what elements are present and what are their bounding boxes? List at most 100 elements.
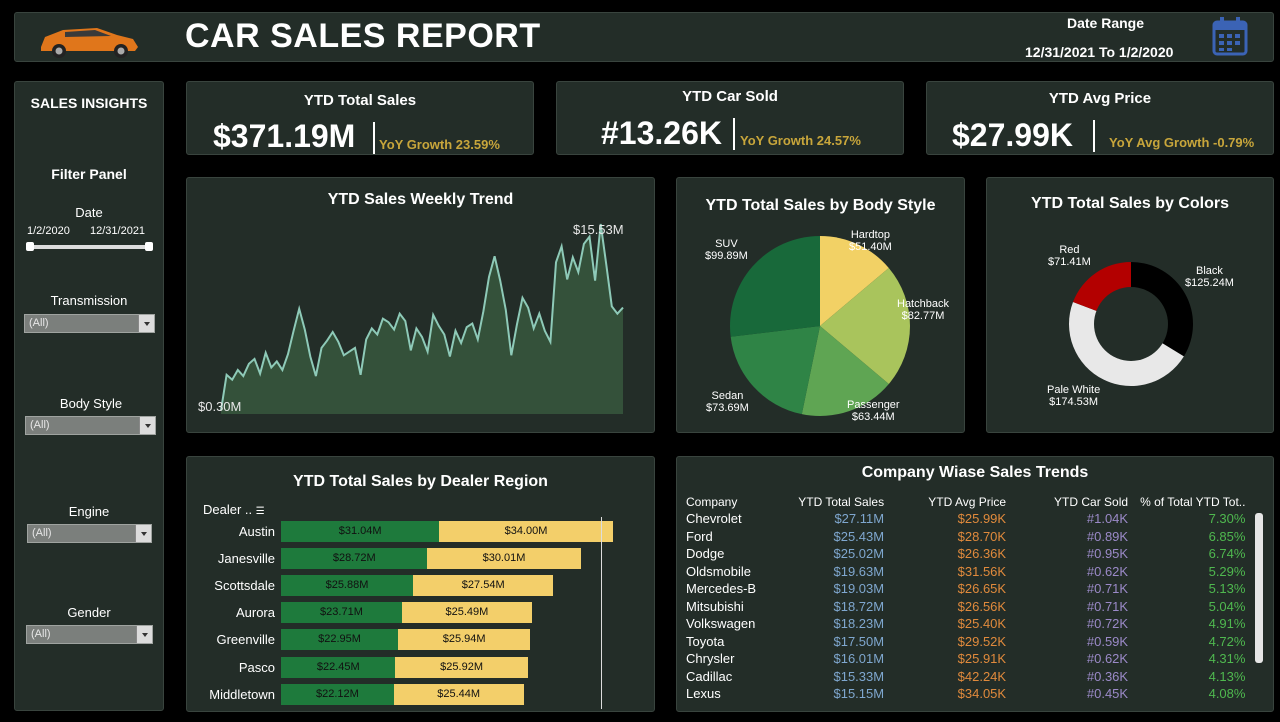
date-slider-track[interactable] xyxy=(30,245,150,249)
body-style-pie-chart[interactable] xyxy=(677,178,966,434)
chevron-down-icon[interactable] xyxy=(138,315,154,332)
table-cell: $25.02M xyxy=(833,546,885,562)
transmission-value: (All) xyxy=(29,317,49,329)
dealer-bar-current[interactable]: $28.72M xyxy=(281,548,428,570)
dealer-bar-current[interactable]: $25.88M xyxy=(281,575,413,597)
col-company[interactable]: Company xyxy=(686,494,738,509)
dealer-bar-current[interactable]: $31.04M xyxy=(281,521,440,542)
table-row[interactable]: Toyota $17.50M $29.52K #0.59K 4.72% xyxy=(685,633,1251,651)
kpi-growth: YoY Growth 23.59% xyxy=(379,137,500,152)
kpi-card-car-sold: YTD Car Sold #13.26K YoY Growth 24.57% xyxy=(556,81,904,155)
body-style-label: Body Style xyxy=(59,396,123,411)
kpi-value: $27.99K xyxy=(952,117,1073,153)
chevron-down-icon[interactable] xyxy=(136,626,152,643)
table-cell: #1.04K xyxy=(1086,511,1129,527)
kpi-divider xyxy=(733,118,735,150)
col-total-sales[interactable]: YTD Total Sales xyxy=(798,494,885,509)
col-car-sold[interactable]: YTD Car Sold xyxy=(1054,494,1129,509)
kpi-divider xyxy=(373,122,375,154)
table-scrollbar[interactable] xyxy=(1255,513,1263,663)
table-cell: $17.50M xyxy=(833,633,885,649)
body-style-select[interactable]: (All) xyxy=(25,416,156,435)
table-cell: $27.11M xyxy=(834,511,885,527)
engine-label: Engine xyxy=(68,504,110,519)
table-row[interactable]: Lexus $15.15M $34.05K #0.45K 4.08% xyxy=(685,685,1251,703)
table-row[interactable]: Cadillac $15.33M $42.24K #0.36K 4.13% xyxy=(685,668,1251,686)
trend-min-label: $0.30M xyxy=(198,399,242,414)
dealer-bar-previous[interactable]: $25.92M xyxy=(395,656,528,678)
table-cell: 6.74% xyxy=(1208,546,1246,562)
weekly-trend-chart[interactable] xyxy=(187,178,656,434)
kpi-card-avg-price: YTD Avg Price $27.99K YoY Avg Growth -0.… xyxy=(926,81,1274,155)
dealer-bar-previous[interactable]: $25.44M xyxy=(393,683,524,705)
chevron-down-icon[interactable] xyxy=(139,417,155,434)
dealer-region-label: Pasco xyxy=(238,659,275,675)
company-name-cell: Ford xyxy=(686,528,713,544)
date-slider-handle-start[interactable] xyxy=(26,242,34,251)
col-pct-total[interactable]: % of Total YTD Tot.. xyxy=(1140,494,1246,509)
table-cell: $31.56K xyxy=(957,563,1007,579)
dealer-bar-previous[interactable]: $34.00M xyxy=(439,521,613,542)
table-row[interactable]: Dodge $25.02M $26.36K #0.95K 6.74% xyxy=(685,545,1251,563)
calendar-icon[interactable] xyxy=(1212,16,1248,56)
table-row[interactable]: Mercedes-B $19.03M $26.65K #0.71K 5.13% xyxy=(685,580,1251,598)
dealer-bar-previous[interactable]: $30.01M xyxy=(427,548,581,570)
col-avg-price[interactable]: YTD Avg Price xyxy=(928,494,1007,509)
table-cell: #0.36K xyxy=(1086,668,1129,684)
table-row[interactable]: Chrysler $16.01M $25.91K #0.62K 4.31% xyxy=(685,650,1251,668)
trend-line[interactable] xyxy=(220,223,624,411)
table-cell: 4.91% xyxy=(1208,616,1246,632)
dealer-region-title: YTD Total Sales by Dealer Region xyxy=(293,473,548,490)
pie-slice-passenger[interactable] xyxy=(801,326,889,416)
pie-slice-sedan[interactable] xyxy=(730,326,820,415)
table-row[interactable]: Oldsmobile $19.63M $31.56K #0.62K 5.29% xyxy=(685,563,1251,581)
table-cell: 6.85% xyxy=(1208,528,1246,544)
kpi-growth: YoY Growth 24.57% xyxy=(740,133,861,148)
pie-slice-hatchback[interactable] xyxy=(820,267,910,385)
table-cell: #0.62K xyxy=(1086,563,1129,579)
table-row[interactable]: Mitsubishi $18.72M $26.56K #0.71K 5.04% xyxy=(685,598,1251,616)
kpi-growth: YoY Avg Growth -0.79% xyxy=(1109,135,1255,150)
weekly-trend-panel: YTD Sales Weekly Trend $15.53M $0.30M xyxy=(186,177,655,433)
table-cell: $26.65K xyxy=(957,581,1007,597)
table-cell: $26.56K xyxy=(957,598,1007,614)
engine-select[interactable]: (All) xyxy=(27,524,152,543)
pie-label-sedan: Sedan $73.69M xyxy=(706,390,749,414)
table-cell: $25.40K xyxy=(957,616,1007,632)
dealer-bar-current[interactable]: $22.12M xyxy=(281,683,394,705)
table-row[interactable]: Ford $25.43M $28.70K #0.89K 6.85% xyxy=(685,528,1251,546)
table-row[interactable]: Volkswagen $18.23M $25.40K #0.72K 4.91% xyxy=(685,615,1251,633)
table-cell: $19.63M xyxy=(833,563,885,579)
table-cell: $25.43M xyxy=(833,528,885,544)
pie-label-passenger: Passenger $63.44M xyxy=(847,399,900,423)
dealer-region-label: Janesville xyxy=(217,551,275,567)
table-cell: #0.59K xyxy=(1086,633,1129,649)
date-range-label: Date Range xyxy=(1067,15,1145,31)
dealer-bar-previous[interactable]: $25.49M xyxy=(401,602,532,624)
dealer-bar-current[interactable]: $22.95M xyxy=(281,629,399,651)
dealer-bar-current[interactable]: $22.45M xyxy=(281,656,396,678)
company-table-panel: Company Wiase Sales Trends Company YTD T… xyxy=(676,456,1274,712)
dealer-bar-current[interactable]: $23.71M xyxy=(281,602,402,624)
company-name-cell: Toyota xyxy=(686,633,725,649)
pie-slice-suv[interactable] xyxy=(730,236,820,337)
table-cell: 7.30% xyxy=(1208,511,1246,527)
dealer-region-label: Greenville xyxy=(216,632,275,648)
donut-label-black: Black $125.24M xyxy=(1185,265,1234,289)
gender-value: (All) xyxy=(31,628,51,640)
colors-donut-chart[interactable] xyxy=(987,178,1275,434)
date-slider-handle-end[interactable] xyxy=(145,242,153,251)
donut-label-pale-white: Pale White $174.53M xyxy=(1047,384,1101,408)
date-filter-label: Date xyxy=(75,205,103,220)
sort-icon[interactable]: ☰ xyxy=(255,506,265,517)
table-row[interactable]: Chevrolet $27.11M $25.99K #1.04K 7.30% xyxy=(685,510,1251,528)
dealer-region-label: Aurora xyxy=(235,605,275,621)
chevron-down-icon[interactable] xyxy=(135,525,151,542)
transmission-select[interactable]: (All) xyxy=(24,314,155,333)
table-cell: 5.29% xyxy=(1208,563,1246,579)
table-cell: 4.08% xyxy=(1208,686,1246,702)
gender-select[interactable]: (All) xyxy=(26,625,153,644)
pie-slice-hardtop[interactable] xyxy=(820,236,889,326)
dealer-bar-previous[interactable]: $27.54M xyxy=(412,575,554,597)
dealer-bar-previous[interactable]: $25.94M xyxy=(398,629,531,651)
